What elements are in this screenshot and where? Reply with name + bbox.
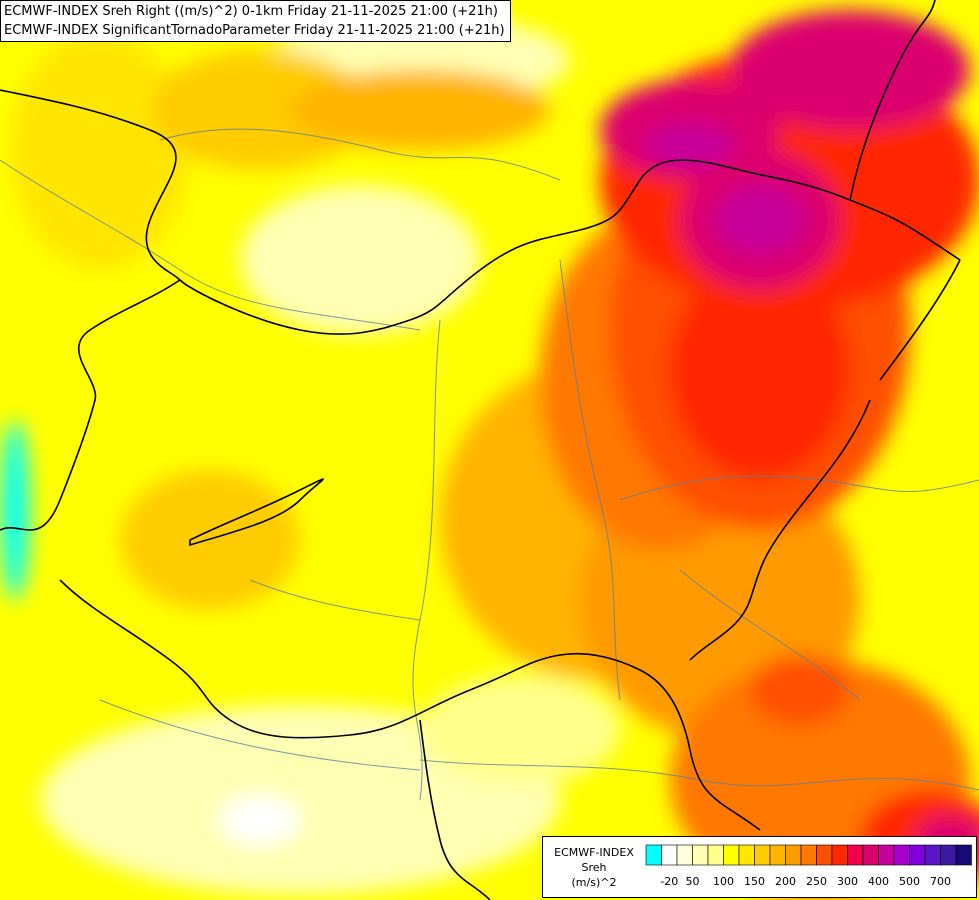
legend-swatch [924, 844, 941, 866]
title-sreh: ECMWF-INDEX Sreh Right ((m/s)^2) 0-1km F… [4, 4, 498, 19]
legend-tick-label: 200 [775, 875, 796, 888]
legend-swatch [878, 844, 895, 866]
legend-tick-label: 400 [868, 875, 889, 888]
map-title-box: ECMWF-INDEX Sreh Right ((m/s)^2) 0-1km F… [0, 0, 511, 42]
legend-swatch [909, 844, 926, 866]
legend-swatch [831, 844, 848, 866]
legend-line1: ECMWF-INDEX [554, 846, 634, 859]
legend-swatch [692, 844, 709, 866]
legend-swatch [707, 844, 724, 866]
color-legend: ECMWF-INDEX Sreh (m/s)^2 -20 50 100 150 200 2… [542, 836, 977, 898]
legend-line3: (m/s)^2 [571, 876, 617, 889]
legend-swatch [955, 844, 972, 866]
legend-line2: Sreh [581, 861, 607, 874]
legend-swatch [940, 844, 957, 866]
legend-swatch [816, 844, 833, 866]
legend-swatch [847, 844, 864, 866]
legend-tick-label: 150 [744, 875, 765, 888]
legend-swatch [785, 844, 802, 866]
legend-tick-label: 100 [713, 875, 734, 888]
legend-title: ECMWF-INDEX Sreh (m/s)^2 [546, 845, 642, 890]
legend-tick-label: 300 [837, 875, 858, 888]
legend-swatch [661, 844, 678, 866]
legend-swatch [645, 844, 662, 866]
legend-tick-label: 500 [899, 875, 920, 888]
title-stp: ECMWF-INDEX SignificantTornadoParameter … [4, 23, 505, 38]
legend-tick-label: 700 [930, 875, 951, 888]
legend-swatch [723, 844, 740, 866]
legend-swatch [862, 844, 879, 866]
river-lines [0, 128, 979, 801]
legend-swatch [676, 844, 693, 866]
legend-swatch [800, 844, 817, 866]
legend-swatch [738, 844, 755, 866]
legend-tick-label: -20 [660, 875, 678, 888]
legend-swatch [769, 844, 786, 866]
legend-tick-label: 50 [686, 875, 700, 888]
legend-swatch [893, 844, 910, 866]
legend-tick-label: 250 [806, 875, 827, 888]
legend-colorbar: -20 50 100 150 200 250 300 400 500 700 [645, 844, 972, 888]
legend-swatch [754, 844, 771, 866]
